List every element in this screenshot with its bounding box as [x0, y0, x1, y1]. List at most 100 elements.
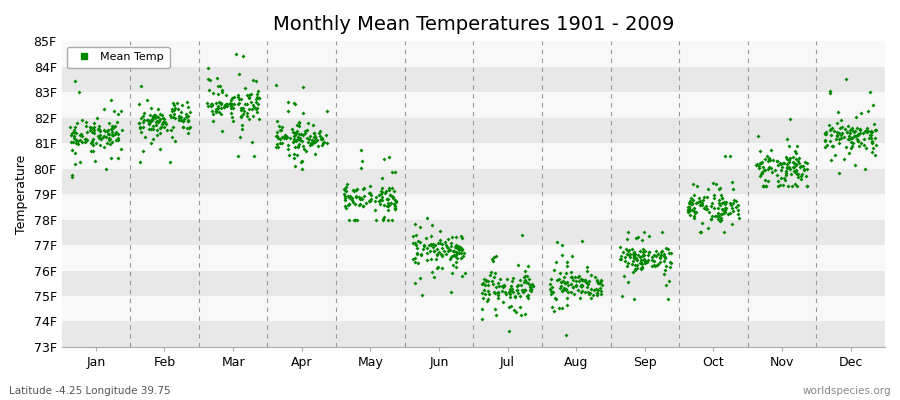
Point [781, 183, 796, 190]
Point [285, 139, 300, 146]
Point [851, 132, 866, 138]
Point [783, 154, 797, 161]
Point [770, 162, 785, 168]
Point [617, 254, 632, 260]
Point [824, 125, 838, 132]
Point [775, 164, 789, 170]
Point [518, 268, 533, 275]
Point [723, 210, 737, 216]
Point [270, 140, 284, 147]
Point [732, 215, 746, 221]
Point [225, 101, 239, 107]
Point [357, 193, 372, 200]
Point [346, 187, 360, 193]
Point [176, 118, 191, 124]
Point [251, 101, 266, 107]
Point [829, 120, 843, 127]
Point [215, 128, 230, 134]
Bar [61, 66, 885, 92]
Point [712, 186, 726, 192]
Point [626, 269, 640, 275]
Point [799, 172, 814, 179]
Point [518, 273, 532, 280]
Point [627, 295, 642, 302]
Point [715, 217, 729, 223]
Point [133, 129, 148, 136]
Point [416, 246, 430, 252]
Point [842, 150, 856, 156]
Point [91, 126, 105, 133]
Point [236, 52, 250, 59]
Point [544, 276, 558, 282]
Point [168, 138, 183, 145]
Point [513, 277, 527, 284]
Point [303, 133, 318, 140]
Point [693, 202, 707, 208]
Point [659, 263, 673, 269]
Point [446, 262, 461, 268]
Point [491, 292, 505, 298]
Point [792, 155, 806, 161]
Point [157, 123, 171, 130]
Point [146, 112, 160, 119]
Point [306, 130, 320, 136]
Point [65, 147, 79, 153]
Point [727, 196, 742, 203]
Point [220, 103, 235, 110]
Point [249, 90, 264, 97]
Point [652, 260, 666, 267]
Point [789, 183, 804, 190]
Point [374, 197, 389, 203]
Point [447, 253, 462, 259]
Point [244, 91, 258, 97]
Point [234, 122, 248, 128]
Point [292, 141, 306, 148]
Point [762, 155, 777, 161]
Point [280, 134, 294, 140]
Point [131, 120, 146, 126]
Point [364, 196, 378, 202]
Point [441, 248, 455, 254]
Point [724, 221, 739, 228]
Point [452, 246, 466, 252]
Point [137, 110, 151, 116]
Point [558, 280, 572, 286]
Point [450, 245, 464, 252]
Point [565, 277, 580, 284]
Point [638, 248, 652, 255]
Point [288, 144, 302, 150]
Point [157, 116, 171, 122]
Point [385, 216, 400, 223]
Point [627, 266, 642, 273]
Point [699, 206, 714, 212]
Point [857, 142, 871, 148]
Point [476, 280, 491, 286]
Point [82, 124, 96, 131]
Point [239, 112, 254, 119]
Point [388, 204, 402, 211]
Point [90, 115, 104, 122]
Point [791, 160, 806, 166]
Point [374, 185, 389, 192]
Point [73, 137, 87, 144]
Point [406, 256, 420, 262]
Point [273, 136, 287, 142]
Point [574, 283, 589, 290]
Point [140, 97, 154, 104]
Point [868, 135, 882, 141]
Point [780, 163, 795, 170]
Point [558, 332, 572, 338]
Point [489, 284, 503, 290]
Point [447, 252, 462, 258]
Point [550, 277, 564, 283]
Point [637, 252, 652, 258]
Point [789, 160, 804, 167]
Point [499, 291, 513, 298]
Point [820, 142, 834, 148]
Point [477, 281, 491, 288]
Point [824, 138, 838, 144]
Point [444, 240, 458, 246]
Point [844, 127, 859, 133]
Point [141, 126, 156, 132]
Point [622, 247, 636, 254]
